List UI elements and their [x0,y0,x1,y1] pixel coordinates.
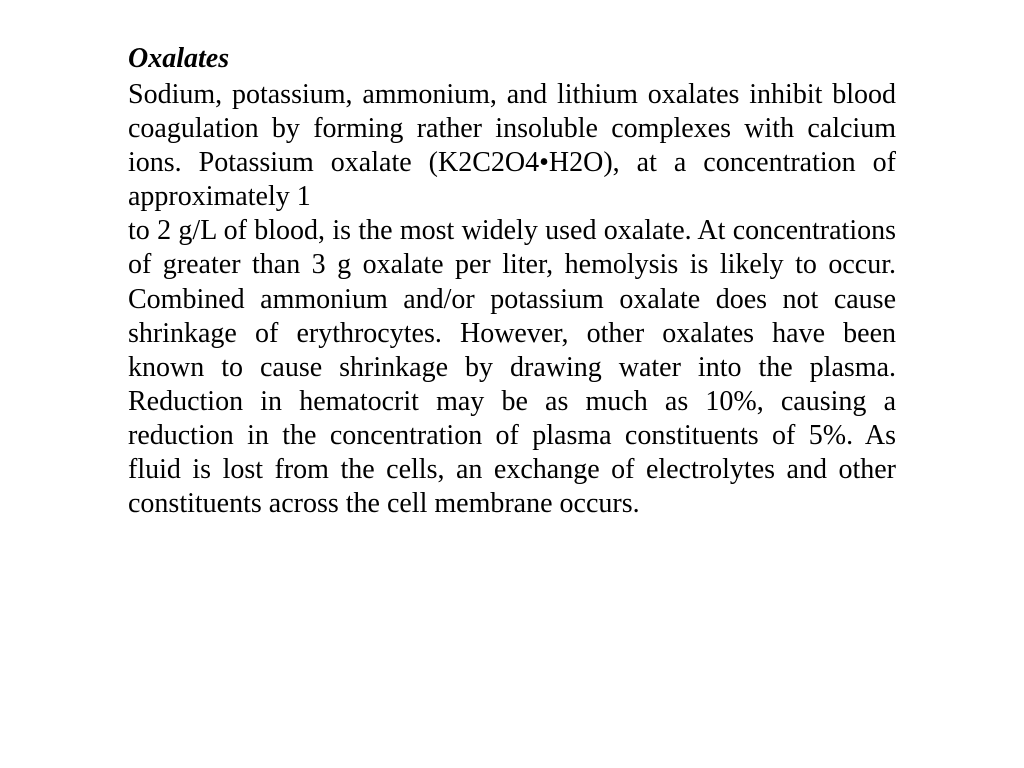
document-page: Oxalates Sodium, potassium, ammonium, an… [0,0,1024,768]
body-paragraph-2: to 2 g/L of blood, is the most widely us… [128,214,896,521]
section-heading: Oxalates [128,42,896,76]
body-paragraph-1: Sodium, potassium, ammonium, and lithium… [128,78,896,215]
